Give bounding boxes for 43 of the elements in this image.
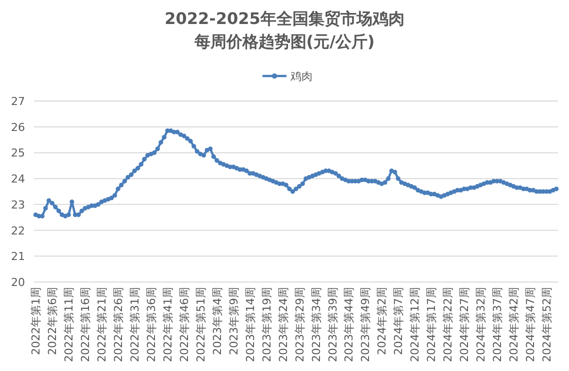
x-tick-label: 2022年第36周 xyxy=(144,287,158,362)
x-tick-label: 2024年第47周 xyxy=(524,287,537,362)
legend-label: 鸡肉 xyxy=(290,70,312,83)
x-tick-label: 2023年第49周 xyxy=(359,287,372,362)
x-tick-label: 2024年第27周 xyxy=(458,287,472,362)
x-tick-label: 2023年第9周 xyxy=(227,287,240,355)
x-tick-label: 2024年第37周 xyxy=(491,287,504,362)
x-tick-label: 2023年第4周 xyxy=(210,287,224,355)
x-tick-label: 2022年第21周 xyxy=(96,287,109,362)
x-tick-label: 2024年第52周 xyxy=(540,287,554,362)
x-tick-label: 2022年第6周 xyxy=(46,287,60,355)
x-tick-label: 2023年第44周 xyxy=(342,287,356,362)
x-tick-label: 2024年第2周 xyxy=(376,287,389,355)
x-tick-label: 2024年第42周 xyxy=(508,287,521,362)
y-tick-label: 27 xyxy=(11,95,25,108)
y-tick-label: 26 xyxy=(11,120,25,134)
x-tick-label: 2024年第22周 xyxy=(442,287,455,362)
x-tick-label: 2024年第12周 xyxy=(408,287,422,362)
y-tick-label: 22 xyxy=(11,224,25,238)
x-tick-label: 2023年第24周 xyxy=(276,287,290,362)
y-tick-label: 25 xyxy=(11,146,25,160)
x-tick-label: 2022年第41周 xyxy=(161,287,174,362)
x-tick-label: 2023年第14周 xyxy=(244,287,257,362)
x-tick-label: 2022年第16周 xyxy=(79,287,92,362)
x-tick-label: 2022年第46周 xyxy=(178,287,191,362)
y-tick-label: 21 xyxy=(11,250,25,264)
x-tick-label: 2023年第34周 xyxy=(310,287,323,362)
x-tick-label: 2022年第51周 xyxy=(194,287,208,362)
x-tick-label: 2024年第32周 xyxy=(474,287,488,362)
x-tick-label: 2022年第1周 xyxy=(30,287,43,355)
y-tick-label: 24 xyxy=(11,172,25,186)
x-tick-label: 2023年第19周 xyxy=(260,287,274,362)
chart-title: 2022-2025年全国集贸市场鸡肉 xyxy=(164,9,404,28)
x-tick-label: 2024年第7周 xyxy=(392,287,406,355)
x-tick-label: 2022年第26周 xyxy=(112,287,126,362)
x-tick-label: 2022年第31周 xyxy=(128,287,142,362)
y-tick-label: 20 xyxy=(11,276,25,289)
chart-subtitle: 每周价格趋势图(元/公斤) xyxy=(193,32,375,51)
y-tick-label: 23 xyxy=(11,198,25,212)
x-tick-label: 2023年第39周 xyxy=(326,287,340,362)
x-tick-label: 2024年第17周 xyxy=(425,287,438,362)
x-tick-label: 2023年第29周 xyxy=(293,287,306,362)
x-tick-label: 2022年第11周 xyxy=(62,287,76,362)
